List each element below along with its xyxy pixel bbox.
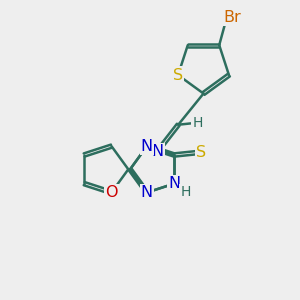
Text: S: S xyxy=(196,145,207,160)
Text: S: S xyxy=(173,68,183,82)
Text: N: N xyxy=(141,185,153,200)
Text: N: N xyxy=(152,144,164,159)
Text: Br: Br xyxy=(224,10,241,25)
Text: O: O xyxy=(105,185,118,200)
Text: N: N xyxy=(141,139,153,154)
Text: N: N xyxy=(168,176,180,191)
Text: H: H xyxy=(180,185,191,199)
Text: H: H xyxy=(192,116,203,130)
